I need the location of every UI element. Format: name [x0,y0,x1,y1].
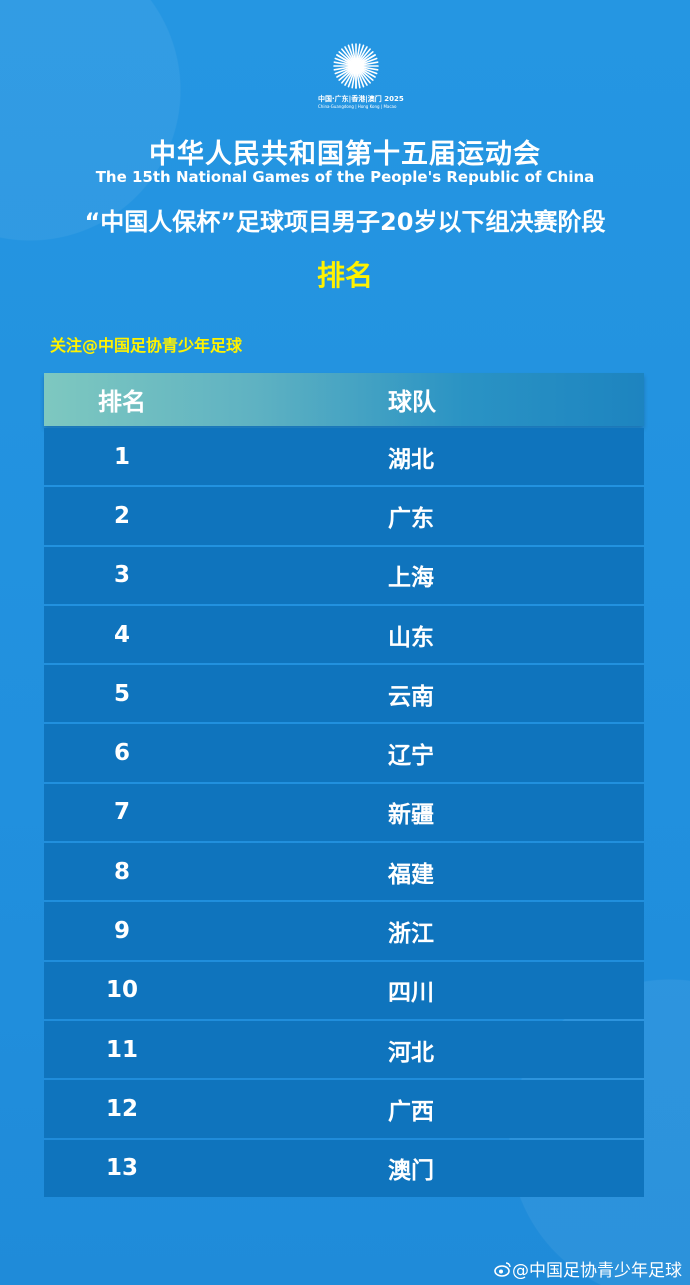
rank-cell: 13 [105,1155,138,1182]
table-row: 6 辽宁 [44,724,644,782]
team-cell: 河北 [388,1039,434,1066]
team-cell: 广东 [388,505,434,532]
ranking-table: 排名 球队 1 湖北 2 广东 3 上海 4 山东 5 云南 6 辽宁 7 新疆 8 福建 9 浙江 10 四川 11 河… [44,373,644,1199]
table-row: 1 湖北 [44,428,644,486]
team-cell: 上海 [388,565,434,592]
table-row: 8 福建 [44,843,644,901]
team-cell: 辽宁 [388,743,434,770]
national-games-logo: 中国·广东|香港|澳门 2025 China·Guangdong | Hong … [318,34,404,109]
table-body: 1 湖北 2 广东 3 上海 4 山东 5 云南 6 辽宁 7 新疆 8 福建 9 浙江 10 四川 11 河北 12 广西 1… [44,428,644,1197]
column-header-team: 球队 [388,388,436,416]
column-header-rank: 排名 [98,388,146,416]
logo-text-en: China·Guangdong | Hong Kong | Macao [318,104,397,109]
rank-cell: 12 [105,1095,138,1122]
logo-ray [336,54,357,67]
table-header: 排名 球队 [44,373,644,426]
watermark: @中国足协青少年足球 [494,1256,682,1281]
table-row: 9 浙江 [44,902,644,960]
follow-text: 关注@中国足协青少年足球 [50,336,243,355]
watermark-text: @中国足协青少年足球 [512,1261,682,1281]
logo-emblem-icon [333,43,379,89]
rank-cell: 3 [113,562,130,589]
rank-cell: 2 [113,502,130,529]
table-row: 7 新疆 [44,783,644,842]
table-row: 4 山东 [44,605,644,664]
title-chinese: 中华人民共和国第十五届运动会 [149,139,541,170]
table-row: 12 广西 [44,1080,644,1138]
rank-cell: 1 [113,443,130,470]
table-row: 5 云南 [44,665,644,723]
rank-cell: 4 [113,621,130,648]
page-heading: 排名 [316,259,373,292]
weibo-icon [494,1261,511,1277]
rank-cell: 8 [113,858,130,885]
rank-cell: 5 [113,680,130,707]
table-row: 3 上海 [44,546,644,604]
rank-cell: 11 [105,1036,138,1063]
team-cell: 云南 [388,683,434,710]
title-english: The 15th National Games of the People's … [95,168,595,186]
team-cell: 湖北 [388,446,434,473]
table-row: 13 澳门 [44,1139,644,1197]
rank-cell: 10 [105,977,138,1004]
team-cell: 广西 [388,1098,434,1125]
rank-cell: 9 [113,918,130,945]
rank-cell: 6 [113,740,130,767]
team-cell: 福建 [388,861,434,888]
event-subtitle: “中国人保杯”足球项目男子20岁以下组决赛阶段 [84,208,606,236]
team-cell: 新疆 [388,802,434,829]
table-row: 10 四川 [44,961,644,1019]
logo-text: 中国·广东|香港|澳门 2025 [318,95,404,103]
table-row: 11 河北 [44,1020,644,1079]
team-cell: 山东 [388,624,434,651]
team-cell: 四川 [388,980,434,1007]
team-cell: 澳门 [388,1158,434,1185]
table-row: 2 广东 [44,487,644,545]
team-cell: 浙江 [388,921,434,948]
rank-cell: 7 [113,799,130,826]
